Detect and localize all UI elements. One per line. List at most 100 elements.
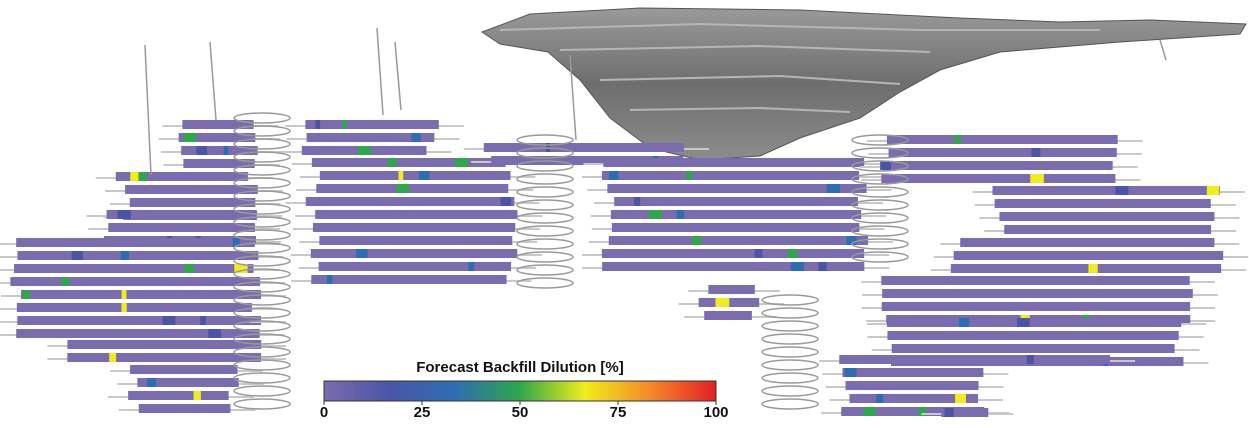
ramp xyxy=(517,252,573,262)
stope-level xyxy=(889,148,1117,157)
ramp xyxy=(762,360,818,370)
dilution-patch xyxy=(455,158,468,167)
stope-level xyxy=(181,146,258,155)
stope-level xyxy=(999,212,1214,221)
ramp xyxy=(517,265,573,275)
stope-level xyxy=(21,290,261,299)
stope-level xyxy=(311,249,517,258)
dilution-patch xyxy=(121,303,126,312)
dilution-patch xyxy=(1030,174,1044,183)
dilution-patch xyxy=(138,172,146,181)
stope-level xyxy=(319,262,511,271)
dilution-patch xyxy=(818,262,826,271)
colorbar-tick-label: 25 xyxy=(414,404,431,421)
stope-level xyxy=(887,318,1181,327)
dilution-patch xyxy=(955,394,966,403)
stope-level xyxy=(1004,225,1211,234)
shaft xyxy=(395,42,401,110)
stope-level xyxy=(17,303,252,312)
stope-level xyxy=(320,171,511,180)
stope-level xyxy=(67,340,261,349)
stope-level xyxy=(882,302,1190,311)
dilution-patch xyxy=(1115,186,1128,195)
stope-level xyxy=(887,331,1178,340)
stope-level xyxy=(17,316,249,325)
dilution-patch xyxy=(791,262,804,271)
dilution-patch xyxy=(692,236,702,245)
dilution-patch xyxy=(1088,264,1097,273)
stope-level xyxy=(881,276,1189,285)
ramp xyxy=(517,239,573,249)
stope-level xyxy=(319,236,512,245)
dilution-patch xyxy=(23,290,31,299)
dilution-patch xyxy=(845,368,857,377)
stope-level xyxy=(484,143,684,152)
stope-level xyxy=(614,197,858,206)
ramp xyxy=(517,174,573,184)
dilution-patch xyxy=(1027,355,1034,364)
dilution-patch xyxy=(118,210,131,219)
stope-level xyxy=(954,251,1223,260)
dilution-patch xyxy=(1017,318,1030,327)
ramp xyxy=(234,230,290,240)
dilution-patch xyxy=(876,394,883,403)
dilution-patch xyxy=(634,197,640,206)
stope-level xyxy=(602,249,864,258)
stope-level xyxy=(14,264,253,273)
ramp xyxy=(762,347,818,357)
shaft xyxy=(1160,40,1166,60)
shaft xyxy=(377,28,383,115)
dilution-patch xyxy=(121,251,129,260)
stope-level xyxy=(892,344,1175,353)
stope-level xyxy=(316,184,508,193)
dilution-patch xyxy=(147,378,156,387)
colorbar-tick-label: 0 xyxy=(320,404,328,421)
ramp xyxy=(762,308,818,318)
ramp xyxy=(234,347,290,357)
dilution-patch xyxy=(1031,148,1040,157)
colorbar-title: Forecast Backfill Dilution [%] xyxy=(416,359,624,376)
stope-level xyxy=(839,355,1110,364)
stope-level xyxy=(125,185,258,194)
dilution-patch xyxy=(501,197,512,206)
dilution-patch xyxy=(827,184,840,193)
stope-level xyxy=(612,223,860,232)
stope-level xyxy=(611,210,861,219)
colorbar-tick-label: 100 xyxy=(703,404,728,421)
ramp xyxy=(234,139,290,149)
stope-level xyxy=(842,368,983,377)
ramp xyxy=(234,399,290,409)
stope-level xyxy=(313,223,515,232)
stope-level xyxy=(951,264,1221,273)
dilution-patch xyxy=(677,210,685,219)
dilution-patch xyxy=(200,316,206,325)
stope-level xyxy=(609,236,868,245)
ramp xyxy=(762,399,818,409)
dilution-patch xyxy=(209,329,221,338)
ramp xyxy=(234,165,290,175)
dilution-patch xyxy=(224,146,229,155)
dilution-patch xyxy=(881,161,891,170)
stope-level xyxy=(306,197,515,206)
dilution-patch xyxy=(755,249,763,258)
stope-level xyxy=(16,329,259,338)
stope-level xyxy=(10,277,260,286)
ramp xyxy=(517,278,573,288)
dilution-patch xyxy=(62,277,70,286)
dilution-patch xyxy=(419,171,430,180)
ramp xyxy=(852,200,908,210)
mine-visualization: Forecast Backfill Dilution [%] 025507510… xyxy=(0,0,1249,428)
stope-level xyxy=(130,198,256,207)
dilution-patch xyxy=(716,298,730,307)
ramp xyxy=(234,152,290,162)
ramp xyxy=(762,295,818,305)
ramp xyxy=(234,386,290,396)
colorbar-tick-label: 50 xyxy=(512,404,529,421)
dilution-patch xyxy=(945,408,954,417)
open-pit xyxy=(482,8,1246,160)
dilution-patch xyxy=(72,251,83,260)
dilution-patch xyxy=(788,249,797,258)
stope-level xyxy=(708,285,755,294)
dilution-patch xyxy=(358,146,371,155)
